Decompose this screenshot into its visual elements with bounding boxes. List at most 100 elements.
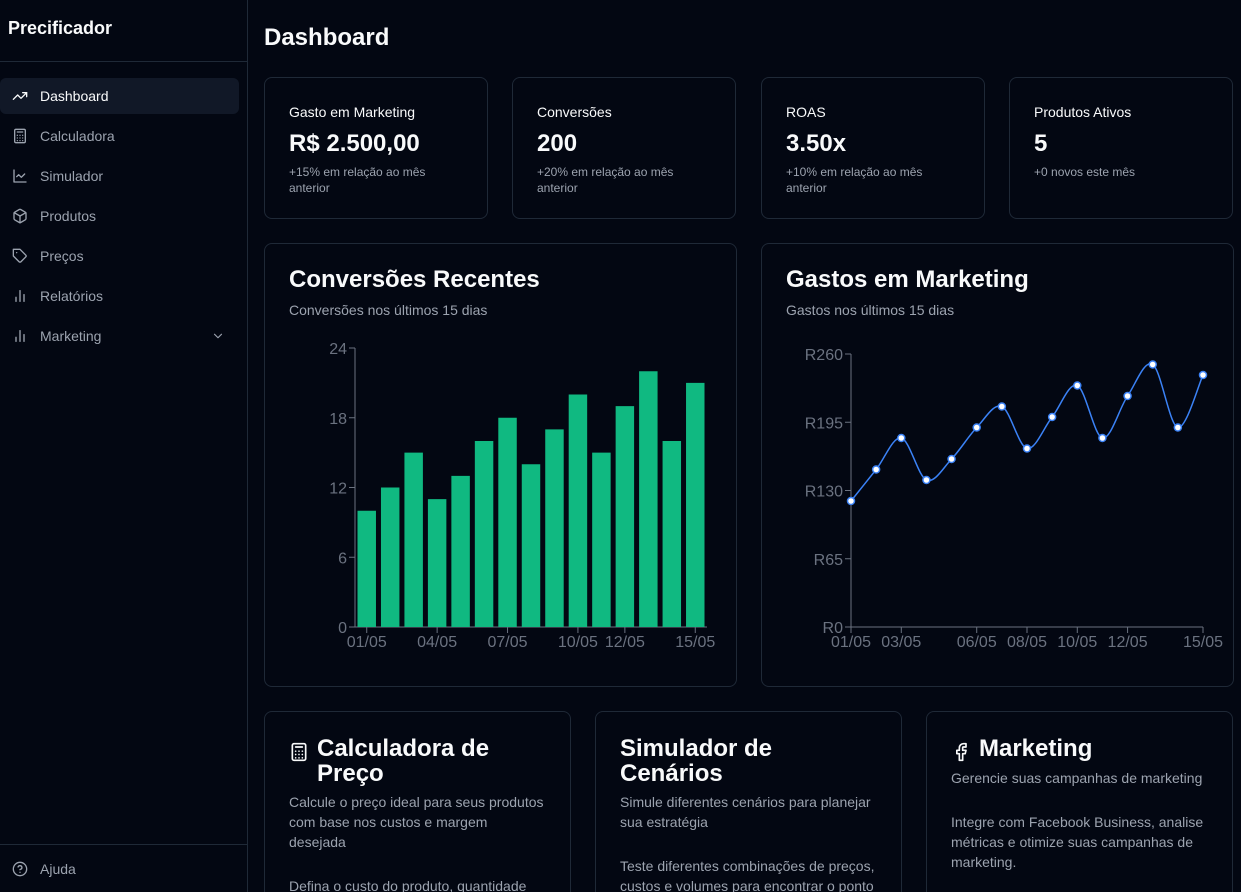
bar <box>427 499 447 627</box>
y-tick-label: R65 <box>814 552 843 569</box>
bar <box>357 510 376 627</box>
y-tick-label: 24 <box>329 341 347 358</box>
chart-subtitle: Gastos nos últimos 15 dias <box>786 302 955 318</box>
feature-subtitle: Gerencie suas campanhas de marketing <box>951 770 1203 786</box>
sidebar-footer-label: Ajuda <box>40 860 76 877</box>
x-tick-label: 10/05 <box>1057 634 1097 651</box>
feature-body: Integre com Facebook Business, analise m… <box>951 814 1204 870</box>
feature-title-text: Simulador de Cenários <box>620 735 773 787</box>
data-point <box>1148 360 1157 369</box>
bar <box>686 382 705 627</box>
data-point <box>871 465 881 474</box>
data-point <box>846 496 856 506</box>
calculator-icon <box>289 742 309 762</box>
trending-up-icon <box>12 88 28 104</box>
feature-subtitle: Calcule o preço ideal para seus produtos… <box>289 794 544 850</box>
bar <box>404 452 423 627</box>
sidebar-item-produtos[interactable]: Produtos <box>0 198 239 234</box>
stat-delta: +15% em relação ao mês anterior <box>289 165 426 195</box>
data-point <box>922 475 931 485</box>
x-tick-label: 08/05 <box>1007 634 1047 651</box>
y-tick-label: 6 <box>338 550 347 567</box>
bar <box>639 371 658 627</box>
sidebar-item-label: Marketing <box>40 328 102 344</box>
chart-title: Conversões Recentes <box>289 266 540 293</box>
sidebar-item-label: Preços <box>40 248 84 264</box>
sidebar-item-dashboard[interactable]: Dashboard <box>0 78 239 114</box>
sidebar-item-ajuda[interactable]: Ajuda <box>0 844 247 892</box>
sidebar-item-marketing[interactable]: Marketing <box>0 318 239 354</box>
feature-body: Teste diferentes combinações de preços, … <box>620 858 875 892</box>
line-chart-icon <box>12 168 28 184</box>
feature-card-calculator[interactable]: Calculadora de Preço Calcule o preço ide… <box>264 711 571 892</box>
app-name: Precificador <box>0 0 247 62</box>
feature-card-marketing[interactable]: Marketing Gerencie suas campanhas de mar… <box>926 711 1233 892</box>
bar <box>451 475 470 627</box>
bar <box>568 394 588 627</box>
stat-label: Conversões <box>537 104 612 120</box>
feature-title-text: Marketing <box>979 735 1093 762</box>
data-point <box>1173 423 1183 432</box>
sidebar-item-label: Dashboard <box>40 88 109 104</box>
sidebar-nav: Dashboard Calculadora Simulador Produtos… <box>0 62 247 354</box>
x-tick-label: 15/05 <box>675 634 715 651</box>
chart-subtitle: Conversões nos últimos 15 dias <box>289 302 488 318</box>
data-point <box>997 402 1007 411</box>
stat-value: R$ 2.500,00 <box>289 130 420 157</box>
stat-label: Gasto em Marketing <box>289 104 416 120</box>
sidebar-item-label: Calculadora <box>40 128 115 144</box>
data-point <box>1098 433 1107 443</box>
feature-title: Simulador de Cenários <box>620 736 877 786</box>
series-line <box>850 363 1204 502</box>
bar <box>380 487 400 627</box>
x-tick-label: 01/05 <box>347 634 387 651</box>
feature-title-text: Calculadora de Preço <box>317 735 490 787</box>
sidebar-item-label: Relatórios <box>40 288 104 304</box>
sidebar-item-label: Produtos <box>40 208 97 224</box>
y-tick-label: R195 <box>805 415 843 432</box>
y-tick-label: R0 <box>823 620 844 637</box>
stat-label: ROAS <box>786 104 826 120</box>
stat-delta: +10% em relação ao mês anterior <box>786 165 923 195</box>
feature-subtitle: Simule diferentes cenários para planejar… <box>620 794 871 830</box>
sidebar-item-simulador[interactable]: Simulador <box>0 158 239 194</box>
x-tick-label: 12/05 <box>1108 634 1148 651</box>
feature-title: Marketing <box>951 736 1208 762</box>
facebook-icon <box>951 742 971 762</box>
data-point <box>1123 391 1132 401</box>
chart-title: Gastos em Marketing <box>786 266 1029 293</box>
conversions-bar-chart: 0 6 12 18 24 01/05 04/05 07/05 10/05 12/05 15/05 <box>329 341 715 651</box>
data-point <box>1198 370 1208 380</box>
spending-chart-card: Gastos em Marketing Gastos nos últimos 1… <box>761 243 1234 687</box>
bar <box>662 441 682 627</box>
sidebar-item-relatorios[interactable]: Relatórios <box>0 278 239 314</box>
feature-card-simulator[interactable]: Simulador de Cenários Simule diferentes … <box>595 711 902 892</box>
stat-value: 200 <box>537 130 578 157</box>
x-tick-label: 12/05 <box>605 634 645 651</box>
stat-card-marketing-spend: Gasto em Marketing R$ 2.500,00 +15% em r… <box>264 77 488 219</box>
page-title: Dashboard <box>264 24 390 51</box>
y-tick-label: 18 <box>329 411 347 428</box>
bar-chart-icon <box>12 288 28 304</box>
calculator-icon <box>12 128 28 144</box>
spending-line-chart: R0 R65 R130 R195 R260 01/05 03/05 06/05 08/05 10/… <box>805 347 1223 651</box>
bar <box>474 441 494 627</box>
sidebar: Precificador Dashboard Calculadora Simul… <box>0 0 248 892</box>
data-point <box>1047 412 1057 422</box>
sidebar-item-label: Simulador <box>40 168 104 184</box>
bar <box>521 464 541 627</box>
chevron-down-icon[interactable] <box>211 329 225 343</box>
feature-title: Calculadora de Preço <box>289 736 546 786</box>
bar-chart-icon <box>12 328 28 344</box>
help-circle-icon <box>12 861 28 877</box>
stat-value: 5 <box>1034 130 1048 157</box>
x-tick-label: 10/05 <box>558 634 598 651</box>
sidebar-item-precos[interactable]: Preços <box>0 238 239 274</box>
y-tick-label: 12 <box>329 481 347 498</box>
stat-value: 3.50x <box>786 130 847 157</box>
stat-delta: +20% em relação ao mês anterior <box>537 165 674 195</box>
data-point <box>1022 444 1032 453</box>
sidebar-item-calculadora[interactable]: Calculadora <box>0 118 239 154</box>
stat-card-active-products: Produtos Ativos 5 +0 novos este mês <box>1009 77 1233 219</box>
bar <box>615 406 635 627</box>
